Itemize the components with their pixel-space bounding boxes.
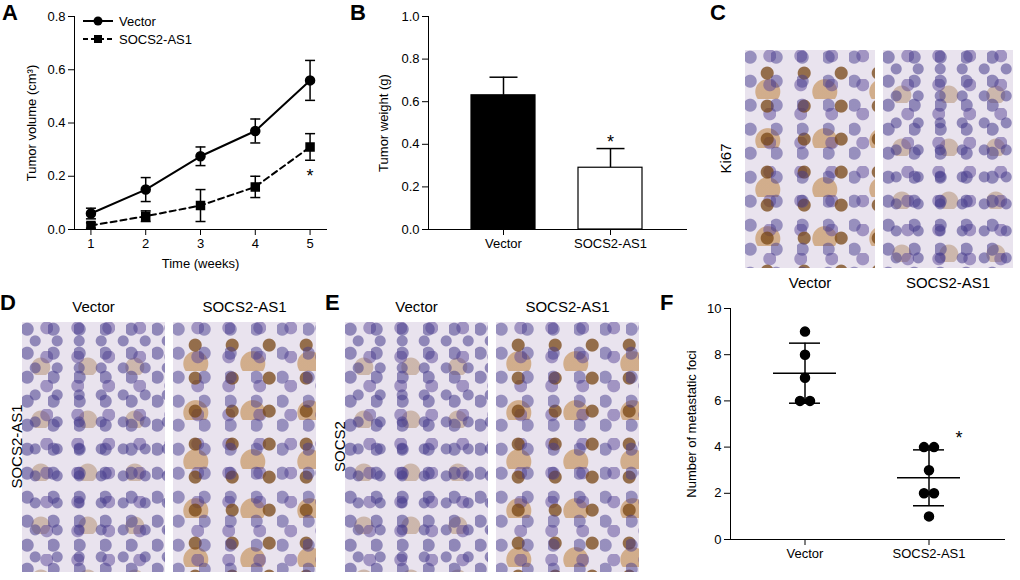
html-text:E: E [325,290,340,315]
svg-text:6: 6 [714,393,721,408]
svg-text:0.2: 0.2 [47,168,65,183]
html-text:Vector: Vector [395,298,438,315]
svg-text:0: 0 [714,532,721,547]
html-text:SOCS2-AS1: SOCS2-AS1 [202,298,287,315]
svg-text:Number of metastatic foci: Number of metastatic foci [684,350,699,497]
svg-text:0.8: 0.8 [401,51,419,66]
svg-text:0.4: 0.4 [47,115,65,130]
svg-text:Tumor weight (g): Tumor weight (g) [376,74,391,172]
svg-text:*: * [607,132,614,152]
svg-text:SOCS2-AS1: SOCS2-AS1 [893,546,966,561]
svg-text:5: 5 [306,236,313,251]
svg-text:3: 3 [197,236,204,251]
svg-text:0.2: 0.2 [401,179,419,194]
svg-text:*: * [955,428,962,448]
html-text:SOCS2-AS1: SOCS2-AS1 [7,404,25,489]
html-text:C: C [710,0,726,25]
html-text:Vector: Vector [788,274,832,291]
svg-text:Vector: Vector [787,546,825,561]
html-text:SOCS2: SOCS2 [330,421,348,472]
html-text:Vector: Vector [72,298,115,315]
html-text:D: D [0,290,16,315]
svg-text:Time (weeks): Time (weeks) [162,256,240,271]
svg-text:0.6: 0.6 [401,94,419,109]
html-text:SOCS2-AS1: SOCS2-AS1 [119,31,192,47]
svg-text:10: 10 [707,301,721,316]
svg-text:4: 4 [714,439,721,454]
html-text:A: A [2,0,18,25]
svg-text:0.6: 0.6 [47,62,65,77]
html-text:F: F [660,290,674,315]
svg-text:SOCS2-AS1: SOCS2-AS1 [574,236,647,251]
html-text:SOCS2-AS1: SOCS2-AS1 [525,298,610,315]
svg-text:1: 1 [87,236,94,251]
svg-text:2: 2 [142,236,149,251]
svg-text:2: 2 [714,485,721,500]
svg-text:0.0: 0.0 [401,222,419,237]
svg-text:0.4: 0.4 [401,136,419,151]
svg-text:4: 4 [252,236,259,251]
svg-text:Vector: Vector [485,236,523,251]
svg-text:Tumor volume (cm³): Tumor volume (cm³) [24,65,39,182]
html-text:B: B [350,0,366,25]
html-text:Vector: Vector [119,13,156,29]
svg-text:0.0: 0.0 [47,222,65,237]
svg-text:8: 8 [714,347,721,362]
html-text:Ki67: Ki67 [716,143,734,174]
html-text:SOCS2-AS1: SOCS2-AS1 [905,274,991,291]
svg-text:*: * [307,166,314,186]
svg-text:0.8: 0.8 [47,9,65,24]
svg-text:1.0: 1.0 [401,9,419,24]
